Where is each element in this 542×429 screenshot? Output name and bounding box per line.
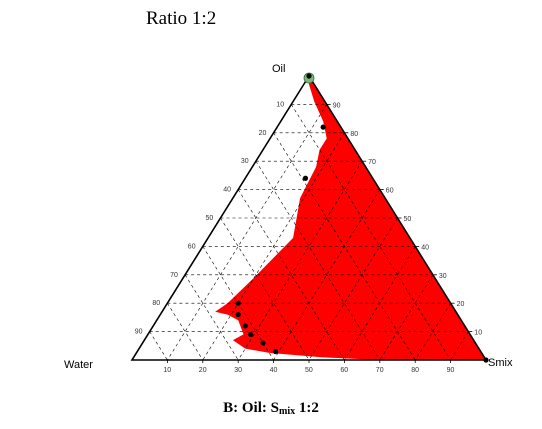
tick-label-right-10: 10 — [474, 330, 482, 337]
caption-prefix: B: Oil: S — [223, 400, 279, 416]
tick-label-bottom-20: 20 — [199, 367, 207, 374]
tick-label-right-60: 60 — [386, 188, 394, 195]
gridline-water-80 — [167, 303, 204, 361]
gridline-water-90 — [149, 331, 168, 361]
data-point-3 — [235, 300, 241, 306]
phase-region-layer — [215, 76, 486, 360]
gridline-smix-10 — [167, 104, 327, 361]
tick-label-bottom-70: 70 — [376, 367, 384, 374]
tick-label-left-90: 90 — [135, 329, 143, 336]
tick-label-right-20: 20 — [457, 301, 465, 308]
tick-label-right-90: 90 — [333, 102, 341, 109]
tick-label-left-20: 20 — [259, 130, 267, 137]
data-point-2 — [302, 175, 309, 181]
tick-label-left-80: 80 — [152, 300, 160, 307]
gridline-water-70 — [184, 274, 239, 361]
tick-label-left-10: 10 — [276, 101, 284, 108]
data-points-layer — [235, 72, 489, 363]
tick-label-bottom-40: 40 — [270, 367, 278, 374]
tick-label-right-50: 50 — [404, 216, 412, 223]
data-point-6 — [247, 331, 254, 338]
vertex-label-smix: Smix — [488, 357, 513, 369]
figure-caption: B: Oil: Smix 1:2 — [0, 400, 542, 417]
data-point-7 — [260, 340, 266, 346]
tick-label-left-30: 30 — [241, 158, 249, 165]
tick-label-bottom-50: 50 — [305, 367, 313, 374]
tick-label-left-50: 50 — [206, 215, 214, 222]
tick-label-right-70: 70 — [368, 159, 376, 166]
caption-suffix: 1:2 — [295, 400, 319, 416]
gridline-smix-70 — [379, 274, 434, 361]
caption-subscript: mix — [278, 406, 296, 417]
grid-layer — [149, 104, 469, 361]
tick-label-right-30: 30 — [439, 273, 447, 280]
gridline-smix-60 — [344, 246, 416, 361]
vertex-label-oil: Oil — [272, 63, 285, 75]
tick-label-bottom-90: 90 — [447, 367, 455, 374]
chart-title: Ratio 1:2 — [146, 8, 217, 29]
data-point-0 — [306, 73, 312, 79]
data-point-8 — [272, 348, 278, 355]
data-point-9 — [483, 357, 489, 363]
tick-label-left-40: 40 — [223, 187, 231, 194]
gridline-water-10 — [291, 104, 451, 361]
gridline-water-50 — [220, 217, 310, 361]
tick-label-bottom-80: 80 — [411, 367, 419, 374]
tick-label-left-60: 60 — [188, 243, 196, 250]
vertex-label-water: Water — [64, 359, 93, 371]
single-phase-region — [215, 76, 486, 360]
data-point-4 — [235, 311, 241, 318]
tick-label-bottom-10: 10 — [163, 367, 171, 374]
tick-label-left-70: 70 — [170, 272, 178, 279]
gridline-smix-50 — [308, 217, 398, 361]
data-point-1 — [320, 124, 326, 130]
tick-label-right-80: 80 — [350, 131, 358, 138]
data-point-5 — [242, 323, 248, 329]
tick-layer: 10 10 10 20 20 20 30 30 30 40 40 40 50 50 50 60 60 60 70 70… — [135, 101, 482, 374]
tick-label-bottom-30: 30 — [234, 367, 242, 374]
gridline-smix-80 — [414, 303, 451, 361]
tick-label-right-40: 40 — [421, 244, 429, 251]
tick-label-bottom-60: 60 — [340, 367, 348, 374]
